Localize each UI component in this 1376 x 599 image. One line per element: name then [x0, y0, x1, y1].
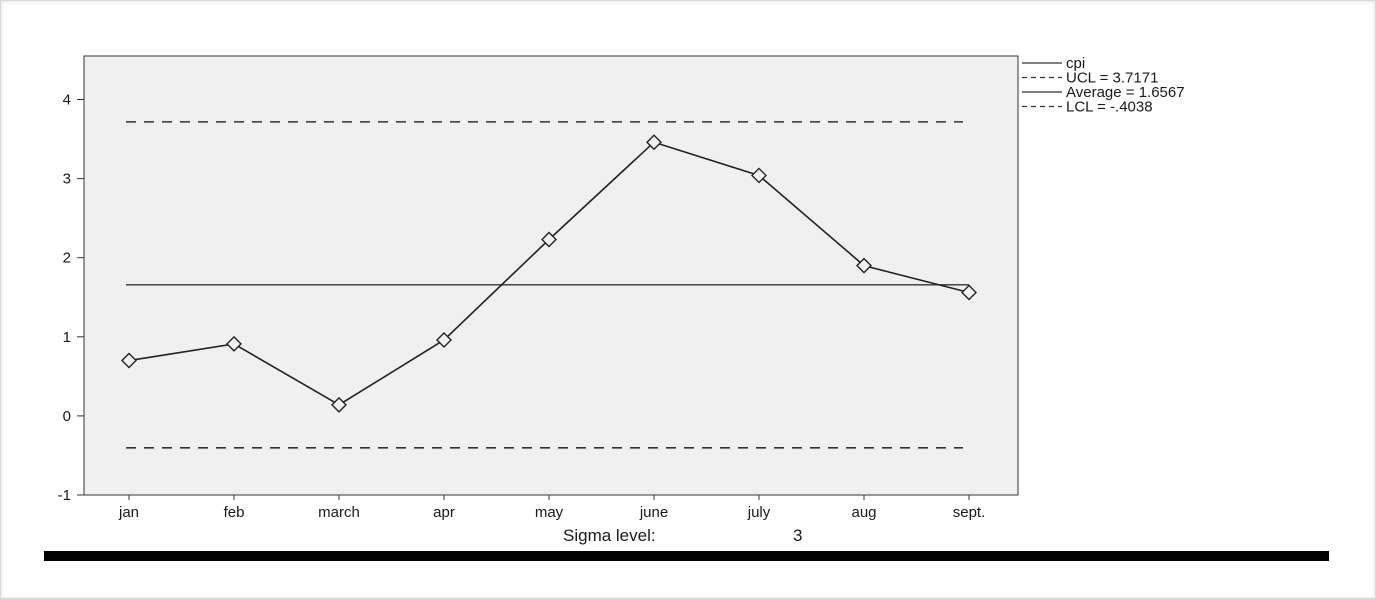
- legend-label-lcl: LCL = -.4038: [1066, 99, 1153, 116]
- y-tick-label: -1: [58, 487, 71, 504]
- sigma-level-label: Sigma level:: [563, 526, 656, 545]
- x-tick-label: aug: [851, 504, 876, 521]
- y-tick-label: 4: [63, 92, 71, 109]
- x-tick-label: feb: [224, 504, 245, 521]
- x-tick-label: june: [639, 504, 668, 521]
- legend-label-average: Average = 1.6567: [1066, 84, 1185, 101]
- sigma-footer: Sigma level: 3: [563, 526, 802, 545]
- x-tick-label: march: [318, 504, 360, 521]
- data-point: [331, 396, 347, 413]
- data-point: [541, 231, 557, 248]
- y-tick-label: 1: [63, 329, 71, 346]
- data-point: [226, 335, 242, 352]
- y-axis: -1 0 1 2 3 4: [58, 92, 84, 504]
- divider-bar: [44, 551, 1329, 561]
- data-point: [856, 257, 872, 274]
- x-tick-label: jan: [118, 504, 139, 521]
- data-point: [751, 167, 767, 184]
- y-tick-label: 2: [63, 250, 71, 267]
- control-limits: [126, 121, 969, 449]
- y-tick-label: 3: [63, 171, 71, 188]
- x-tick-label: july: [747, 504, 771, 521]
- data-point: [646, 134, 662, 151]
- x-tick-label: apr: [433, 504, 455, 521]
- data-point: [436, 331, 452, 348]
- x-axis: jan feb march apr may june july aug sept.: [118, 495, 985, 521]
- plot-area: [83, 55, 1019, 496]
- data-point: [121, 352, 137, 369]
- x-tick-label: sept.: [953, 504, 986, 521]
- series-cpi: [121, 134, 977, 413]
- legend-label-cpi: cpi: [1066, 55, 1085, 72]
- legend-label-ucl: UCL = 3.7171: [1066, 70, 1158, 87]
- data-point: [961, 284, 977, 301]
- sigma-level-value: 3: [793, 526, 802, 545]
- y-tick-label: 0: [63, 408, 71, 425]
- x-tick-label: may: [535, 504, 564, 521]
